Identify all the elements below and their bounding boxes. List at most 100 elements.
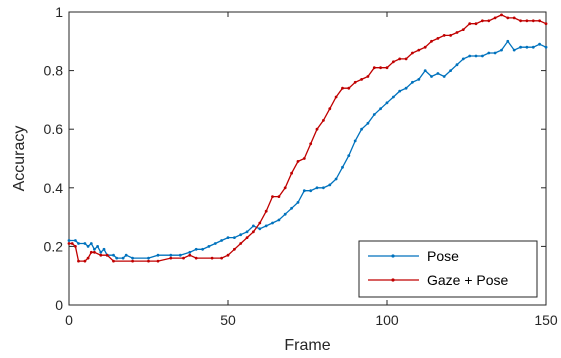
data-point — [347, 86, 351, 90]
data-point — [112, 259, 115, 263]
data-point — [525, 45, 529, 49]
data-point — [506, 16, 510, 20]
data-point — [296, 201, 300, 204]
data-point — [500, 13, 503, 17]
x-axis-label: Frame — [284, 337, 330, 354]
y-tick-label: 0.8 — [44, 63, 64, 79]
data-point — [353, 139, 357, 143]
legend-box — [358, 240, 538, 298]
data-point — [481, 54, 484, 58]
data-point — [512, 16, 516, 20]
x-tick-label: 100 — [375, 312, 399, 328]
data-point — [169, 256, 173, 260]
data-point — [474, 54, 478, 58]
data-point — [525, 19, 529, 23]
data-point — [169, 253, 173, 257]
data-point — [379, 66, 382, 70]
data-point — [372, 66, 376, 70]
data-point — [96, 245, 99, 248]
data-point — [417, 48, 421, 52]
data-point — [213, 242, 217, 245]
data-point — [322, 119, 325, 122]
data-point — [89, 242, 93, 245]
x-tick-label: 50 — [220, 312, 236, 328]
data-point — [360, 127, 363, 131]
data-point — [519, 45, 522, 49]
data-point — [283, 186, 287, 190]
data-point — [372, 113, 376, 116]
data-point — [147, 256, 150, 260]
data-point — [93, 247, 96, 251]
data-point — [328, 183, 332, 187]
data-point — [455, 31, 459, 34]
data-point — [77, 242, 80, 245]
data-point — [442, 34, 446, 37]
data-point — [233, 247, 236, 251]
data-point — [194, 256, 198, 260]
data-point — [512, 48, 516, 52]
data-point — [271, 195, 274, 199]
data-point — [252, 230, 255, 234]
data-point — [430, 75, 433, 78]
data-point — [544, 45, 548, 49]
data-point — [385, 66, 389, 70]
data-point — [226, 236, 230, 240]
data-point — [334, 177, 338, 181]
data-point — [341, 165, 344, 169]
data-point — [74, 245, 77, 248]
data-point — [220, 239, 224, 242]
data-point — [188, 253, 192, 257]
data-point — [290, 206, 293, 210]
data-point — [442, 75, 446, 78]
data-point — [328, 107, 332, 111]
data-point — [99, 253, 103, 257]
data-point — [322, 186, 325, 190]
data-point — [455, 63, 459, 67]
data-point — [309, 142, 313, 146]
data-point — [538, 19, 541, 23]
data-point — [531, 19, 535, 23]
data-point — [398, 57, 402, 61]
data-point — [468, 54, 472, 58]
data-point — [430, 39, 433, 43]
data-point — [493, 16, 497, 20]
data-point — [67, 242, 71, 245]
data-point — [124, 253, 128, 257]
data-point — [353, 80, 357, 84]
legend-marker-pose — [391, 254, 395, 258]
data-point — [188, 250, 192, 254]
data-point — [93, 250, 96, 254]
data-point — [194, 247, 198, 251]
data-point — [347, 154, 351, 158]
data-point — [302, 157, 306, 160]
data-point — [315, 127, 319, 131]
data-point — [487, 19, 491, 23]
data-point — [182, 256, 185, 260]
y-tick-label: 1 — [55, 4, 63, 20]
data-point — [239, 233, 243, 237]
data-point — [461, 28, 465, 31]
data-point — [461, 57, 465, 61]
axis-ticks: 0 50 100 150 0 0.2 0.4 0.6 0.8 1 — [44, 4, 558, 328]
y-tick-label: 0.6 — [44, 121, 64, 137]
data-point — [519, 19, 522, 23]
data-point — [302, 189, 306, 193]
data-point — [220, 256, 224, 260]
data-point — [449, 34, 452, 37]
x-tick-label: 150 — [534, 312, 558, 328]
data-point — [423, 45, 427, 49]
data-point — [115, 256, 119, 260]
data-point — [70, 242, 74, 245]
data-point — [468, 22, 472, 26]
data-point — [131, 259, 135, 263]
data-point — [474, 22, 478, 26]
data-point — [366, 75, 370, 78]
data-point — [436, 37, 440, 40]
data-point — [99, 250, 103, 254]
data-point — [252, 224, 255, 228]
data-point — [417, 78, 421, 81]
data-point — [500, 48, 503, 52]
data-point — [315, 186, 319, 190]
data-point — [487, 51, 491, 55]
